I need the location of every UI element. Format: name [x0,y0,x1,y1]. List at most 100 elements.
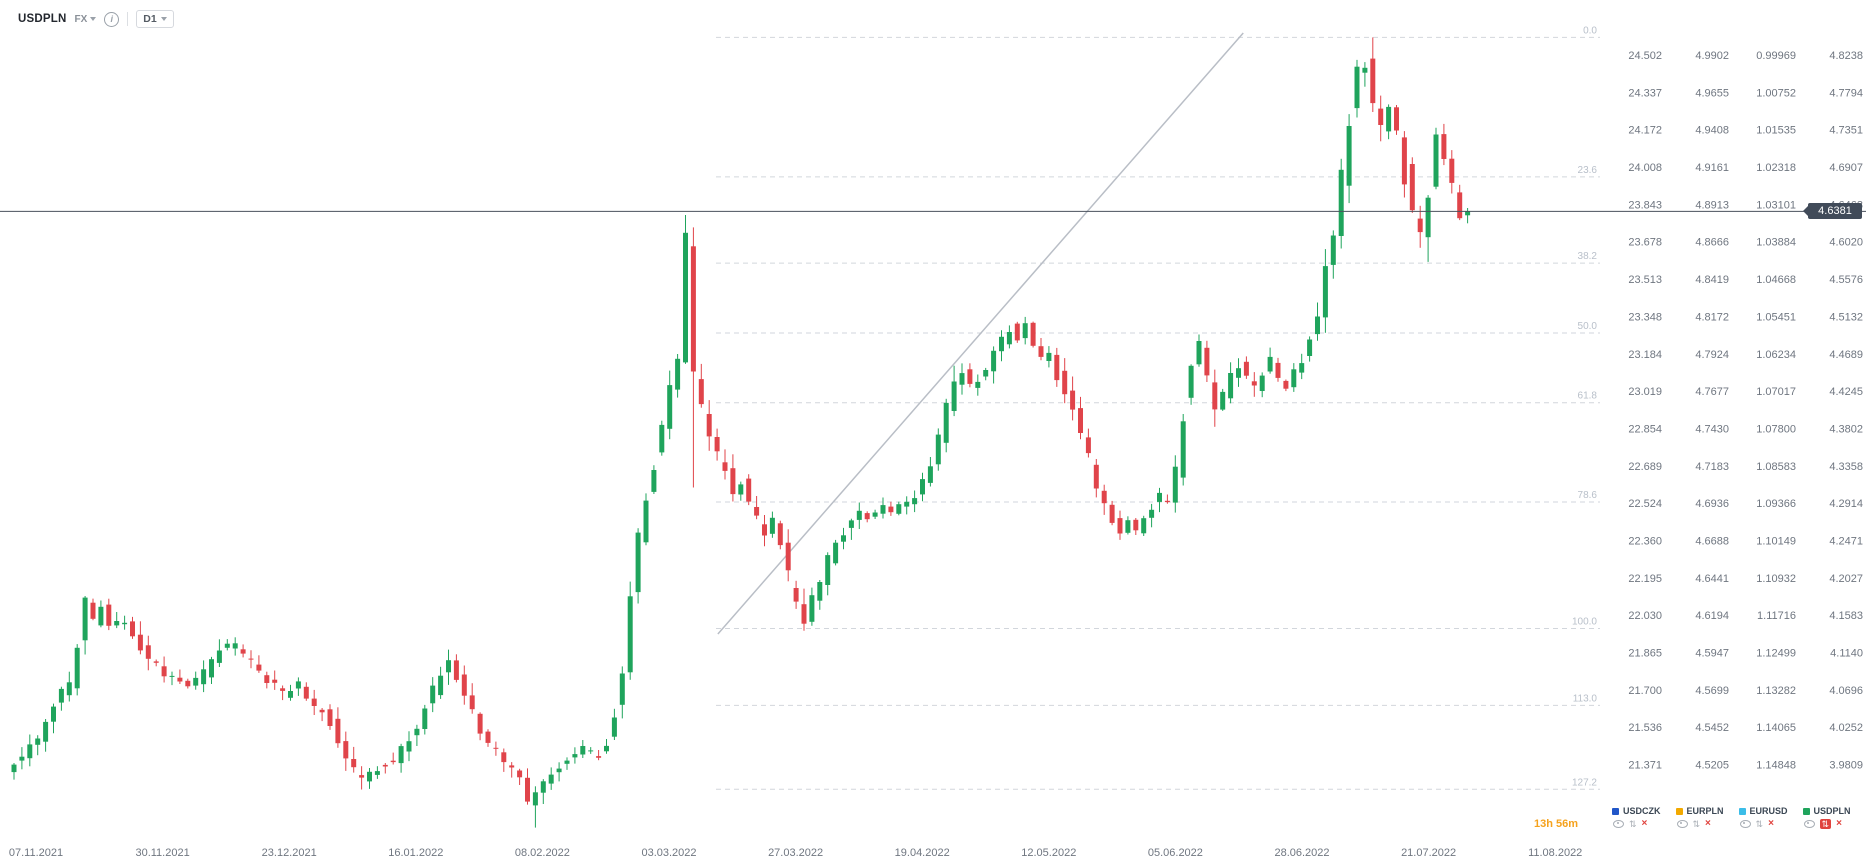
price-scale-label-EURUSD[interactable]: 1.14848 [1756,760,1796,772]
price-scale-label-USDCZK[interactable]: 22.195 [1628,573,1662,585]
scale-toggle-icon[interactable]: ⇅ [1692,819,1701,829]
trend-line[interactable] [717,32,1244,635]
symbol-label[interactable]: USDPLN [18,13,67,25]
scale-toggle-icon[interactable]: ⇅ [1755,819,1764,829]
price-scale-label-USDCZK[interactable]: 22.030 [1628,610,1662,622]
price-scale-label-USDCZK[interactable]: 24.337 [1628,87,1662,99]
price-scale-label-USDPLN[interactable]: 3.9809 [1829,760,1863,772]
price-scale-label-USDCZK[interactable]: 21.700 [1628,685,1662,697]
scale-toggle-icon[interactable]: ⇅ [1819,819,1832,829]
price-scale-label-EURUSD[interactable]: 1.02318 [1756,162,1796,174]
price-scale-label-USDCZK[interactable]: 24.008 [1628,162,1662,174]
price-scale-label-EURPLN[interactable]: 4.7924 [1695,349,1729,361]
date-axis-label[interactable]: 11.08.2022 [1528,847,1582,859]
price-scale-label-EURUSD[interactable]: 1.03101 [1756,199,1796,211]
date-axis-label[interactable]: 27.03.2022 [768,847,823,859]
price-scale-label-EURUSD[interactable]: 0.99969 [1756,50,1796,62]
price-scale-label-USDCZK[interactable]: 21.371 [1628,760,1662,772]
price-scale-label-EURPLN[interactable]: 4.5452 [1695,722,1729,734]
price-scale-label-USDPLN[interactable]: 4.2471 [1829,535,1863,547]
price-scale-label-EURUSD[interactable]: 1.12499 [1756,648,1796,660]
date-axis-label[interactable]: 28.06.2022 [1274,847,1329,859]
price-scale-label-EURUSD[interactable]: 1.09366 [1756,498,1796,510]
price-scale-label-USDPLN[interactable]: 4.3358 [1829,461,1863,473]
price-scale-label-EURUSD[interactable]: 1.07800 [1756,423,1796,435]
date-axis-label[interactable]: 03.03.2022 [641,847,696,859]
price-scale-label-EURPLN[interactable]: 4.5205 [1695,760,1729,772]
price-scale-label-EURUSD[interactable]: 1.11716 [1757,610,1796,622]
price-scale-label-EURUSD[interactable]: 1.07017 [1756,386,1796,398]
date-axis-label[interactable]: 21.07.2022 [1401,847,1456,859]
visibility-eye-icon[interactable] [1739,820,1751,828]
legend-item-USDCZK[interactable]: USDCZK ⇅ × [1612,806,1661,829]
price-scale-label-USDCZK[interactable]: 23.019 [1628,386,1662,398]
visibility-eye-icon[interactable] [1613,820,1624,828]
price-scale-label-EURUSD[interactable]: 1.04668 [1756,274,1796,286]
info-icon[interactable] [104,11,120,27]
price-scale-label-USDPLN[interactable]: 4.2914 [1829,498,1863,510]
price-scale-label-EURPLN[interactable]: 4.6688 [1695,535,1729,547]
visibility-eye-icon[interactable] [1803,820,1815,828]
price-scale-label-EURUSD[interactable]: 1.10932 [1756,573,1796,585]
price-scale-label-EURPLN[interactable]: 4.9161 [1695,162,1729,174]
price-scale-label-EURUSD[interactable]: 1.14065 [1756,722,1796,734]
price-scale-label-USDPLN[interactable]: 4.2027 [1829,573,1863,585]
date-axis-label[interactable]: 07.11.2021 [9,847,63,859]
price-scale-label-USDPLN[interactable]: 4.6020 [1829,237,1863,249]
price-scale-label-EURUSD[interactable]: 1.01535 [1756,125,1796,137]
price-scale-label-EURUSD[interactable]: 1.00752 [1756,87,1796,99]
price-scale-label-USDCZK[interactable]: 22.854 [1628,423,1662,435]
date-axis-label[interactable]: 16.01.2022 [388,847,443,859]
price-scale-label-EURUSD[interactable]: 1.13282 [1756,685,1796,697]
scale-toggle-icon[interactable]: ⇅ [1629,819,1637,829]
price-scale-label-USDPLN[interactable]: 4.5576 [1829,274,1863,286]
date-axis-label[interactable]: 23.12.2021 [262,847,317,859]
price-scale-label-USDPLN[interactable]: 4.4689 [1829,349,1863,361]
remove-instrument-icon[interactable]: × [1836,818,1842,829]
price-scale-label-EURPLN[interactable]: 4.7430 [1695,423,1729,435]
price-scale-label-USDCZK[interactable]: 22.689 [1628,461,1662,473]
price-scale-label-EURPLN[interactable]: 4.8913 [1695,199,1729,211]
remove-instrument-icon[interactable]: × [1705,818,1711,829]
price-scale-label-EURUSD[interactable]: 1.08583 [1756,461,1796,473]
visibility-eye-icon[interactable] [1676,820,1688,828]
timeframe-button[interactable]: D1 [136,10,174,28]
date-axis-label[interactable]: 12.05.2022 [1021,847,1076,859]
price-scale-label-USDPLN[interactable]: 4.7351 [1829,125,1863,137]
legend-item-USDPLN[interactable]: USDPLN ⇅ × [1802,806,1851,829]
price-scale-label-USDCZK[interactable]: 21.536 [1628,722,1662,734]
price-scale-label-USDCZK[interactable]: 22.360 [1628,535,1662,547]
price-scale-label-EURPLN[interactable]: 4.9902 [1695,50,1729,62]
price-scale-label-USDPLN[interactable]: 4.7794 [1829,87,1863,99]
price-scale-label-EURPLN[interactable]: 4.8419 [1695,274,1729,286]
price-scale-label-USDPLN[interactable]: 4.0696 [1829,685,1863,697]
price-scale-label-EURPLN[interactable]: 4.7677 [1695,386,1729,398]
price-scale-label-EURPLN[interactable]: 4.8172 [1695,311,1729,323]
price-scale-label-EURPLN[interactable]: 4.9408 [1695,125,1729,137]
remove-instrument-icon[interactable]: × [1641,818,1648,829]
price-scale-label-USDCZK[interactable]: 21.865 [1628,648,1662,660]
legend-item-EURUSD[interactable]: EURUSD ⇅ × [1738,806,1788,829]
price-scale-label-USDCZK[interactable]: 24.502 [1628,50,1662,62]
price-scale-label-USDPLN[interactable]: 4.0252 [1829,722,1863,734]
remove-instrument-icon[interactable]: × [1768,818,1774,829]
price-scale-label-USDPLN[interactable]: 4.5132 [1829,311,1863,323]
legend-item-EURPLN[interactable]: EURPLN ⇅ × [1675,806,1724,829]
price-scale-label-EURPLN[interactable]: 4.6441 [1695,573,1729,585]
price-scale-label-USDPLN[interactable]: 4.1140 [1830,648,1863,660]
price-scale-label-USDCZK[interactable]: 23.184 [1628,349,1662,361]
price-scale-label-USDPLN[interactable]: 4.1583 [1829,610,1863,622]
price-scale-label-USDCZK[interactable]: 23.843 [1628,199,1662,211]
price-scale-label-EURPLN[interactable]: 4.8666 [1695,237,1729,249]
price-scale-label-USDCZK[interactable]: 23.678 [1628,237,1662,249]
date-axis-label[interactable]: 05.06.2022 [1148,847,1203,859]
price-scale-label-EURUSD[interactable]: 1.03884 [1756,237,1796,249]
price-scale-label-USDCZK[interactable]: 23.348 [1628,311,1662,323]
price-scale-label-USDCZK[interactable]: 22.524 [1628,498,1662,510]
price-scale-label-USDPLN[interactable]: 4.6907 [1829,162,1863,174]
price-scale-label-EURPLN[interactable]: 4.6194 [1695,610,1729,622]
price-scale-label-EURPLN[interactable]: 4.6936 [1695,498,1729,510]
market-tag[interactable]: FX [74,14,97,25]
price-scale-label-EURUSD[interactable]: 1.06234 [1756,349,1796,361]
